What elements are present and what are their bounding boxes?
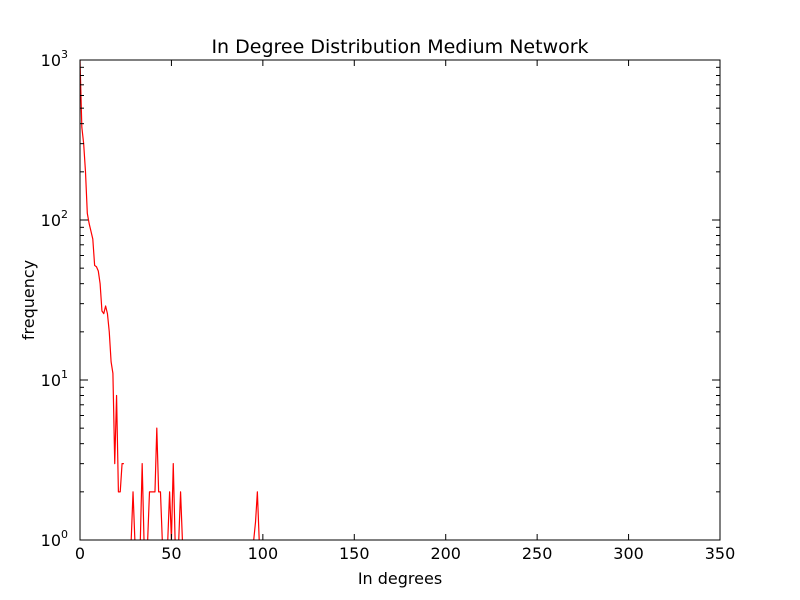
y-tick-label: 101 [41, 368, 68, 390]
ticks-layer: 0 50 100 150 200 250 300 350 100 101 102 103 [41, 48, 736, 563]
series-line-segment [178, 491, 183, 540]
y-axis-label: frequency [19, 260, 38, 340]
series-line-segment [147, 427, 163, 540]
y-tick-label: 102 [41, 208, 68, 230]
series-line-segment [167, 463, 176, 540]
x-tick-label: 350 [705, 544, 736, 563]
x-tick-label: 50 [161, 544, 181, 563]
x-axis-label: In degrees [358, 569, 442, 588]
series-line-segment [130, 491, 136, 540]
x-tick-label: 250 [522, 544, 553, 563]
series-line-segment [253, 491, 260, 540]
y-tick-label: 103 [41, 48, 68, 70]
chart-title: In Degree Distribution Medium Network [211, 36, 588, 58]
plot-frame [79, 59, 721, 541]
series-layer [80, 60, 260, 540]
x-tick-label: 0 [75, 544, 85, 563]
x-tick-label: 100 [248, 544, 279, 563]
series-line-segment [80, 60, 124, 493]
x-tick-label: 300 [613, 544, 644, 563]
x-tick-label: 200 [430, 544, 461, 563]
series-line-segment [139, 463, 145, 540]
y-tick-label: 100 [41, 528, 68, 550]
x-tick-label: 150 [339, 544, 370, 563]
